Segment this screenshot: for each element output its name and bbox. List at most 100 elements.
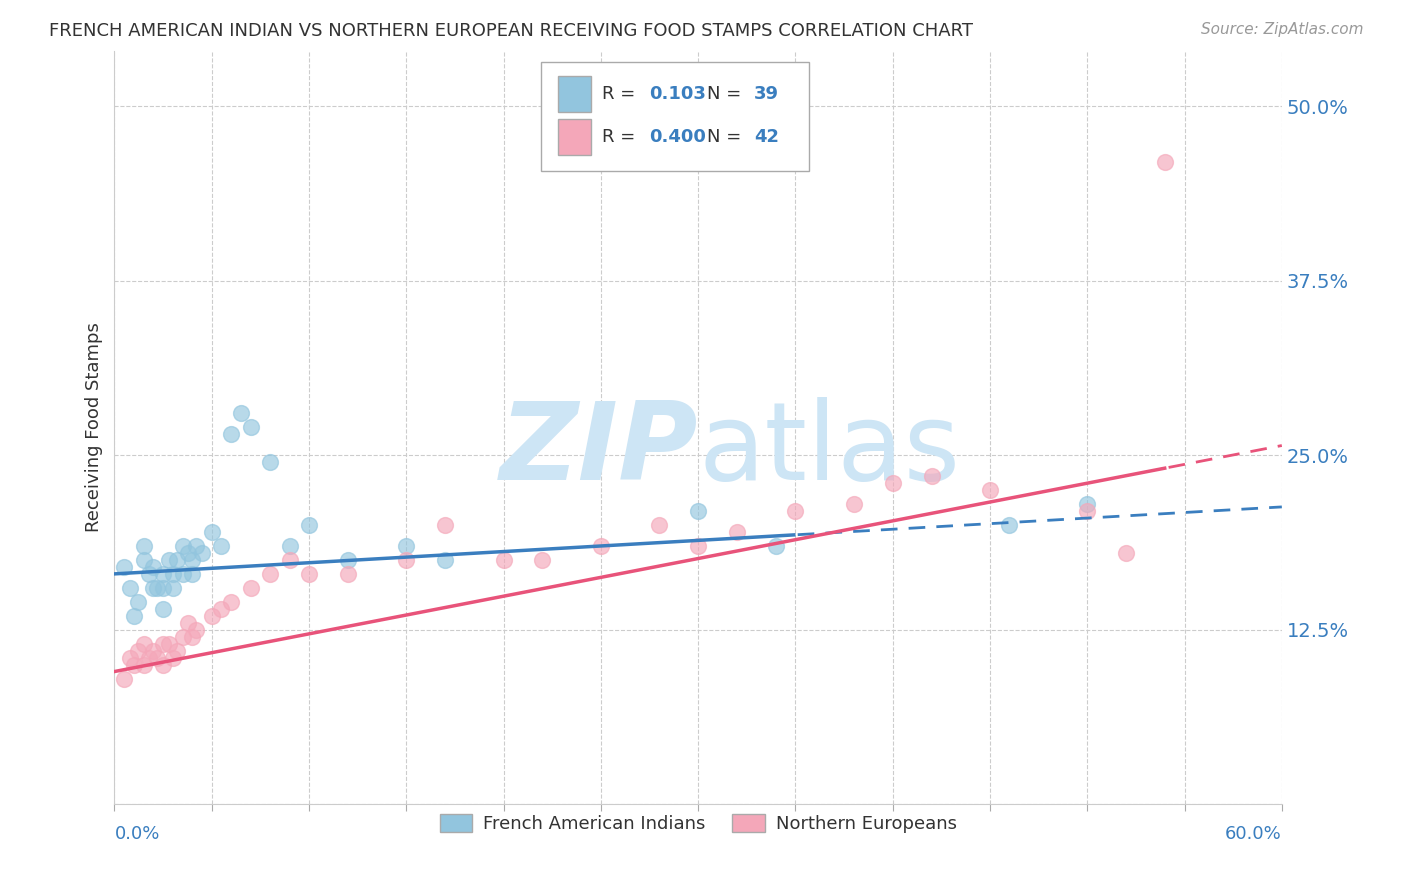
Text: FRENCH AMERICAN INDIAN VS NORTHERN EUROPEAN RECEIVING FOOD STAMPS CORRELATION CH: FRENCH AMERICAN INDIAN VS NORTHERN EUROP… (49, 22, 973, 40)
Point (152, 581, 174, 595)
Text: N =: N = (707, 128, 748, 146)
Point (434, 518, 457, 533)
Point (152, 601, 174, 615)
Text: atlas: atlas (699, 397, 960, 503)
FancyBboxPatch shape (558, 120, 591, 155)
Point (181, 630, 204, 644)
Text: 42: 42 (754, 128, 779, 146)
Point (219, 427, 242, 442)
Point (259, 455, 281, 469)
Point (172, 539, 194, 553)
Point (209, 601, 232, 615)
Point (122, 657, 145, 672)
Point (118, 581, 141, 595)
Point (648, 518, 671, 533)
Point (162, 566, 184, 581)
Point (434, 553, 457, 567)
Point (184, 539, 207, 553)
Legend: French American Indians, Northern Europeans: French American Indians, Northern Europe… (432, 807, 965, 840)
Point (259, 566, 281, 581)
Point (152, 566, 174, 581)
Point (172, 630, 194, 644)
Point (589, 539, 612, 553)
Point (336, 566, 359, 581)
Point (146, 650, 169, 665)
Point (138, 650, 160, 665)
Point (184, 623, 207, 637)
Text: 39: 39 (754, 86, 779, 103)
Point (157, 553, 180, 567)
Point (842, 497, 865, 511)
Point (278, 539, 301, 553)
Y-axis label: Receiving Food Stamps: Receiving Food Stamps (86, 322, 103, 533)
Point (688, 539, 710, 553)
Point (132, 657, 155, 672)
Point (132, 539, 155, 553)
Point (146, 581, 169, 595)
Text: 0.400: 0.400 (650, 128, 706, 146)
Text: 60.0%: 60.0% (1225, 825, 1282, 843)
Text: R =: R = (602, 86, 641, 103)
Point (157, 637, 180, 651)
Point (219, 595, 242, 609)
Point (122, 608, 145, 623)
Point (395, 553, 418, 567)
Point (127, 643, 149, 657)
Point (239, 420, 262, 434)
Point (298, 566, 321, 581)
Point (785, 504, 807, 518)
Point (531, 553, 554, 567)
Point (1115, 546, 1137, 560)
Point (336, 553, 359, 567)
Text: R =: R = (602, 128, 641, 146)
Point (127, 595, 149, 609)
Point (1076, 497, 1098, 511)
Point (278, 553, 301, 567)
FancyBboxPatch shape (540, 62, 808, 171)
Point (172, 566, 194, 581)
Text: 0.0%: 0.0% (114, 825, 160, 843)
Text: 0.103: 0.103 (650, 86, 706, 103)
Point (166, 643, 188, 657)
Point (725, 524, 748, 539)
Point (142, 581, 165, 595)
Point (162, 650, 184, 665)
Point (765, 539, 787, 553)
Point (177, 546, 200, 560)
FancyBboxPatch shape (558, 77, 591, 112)
Point (921, 469, 943, 483)
Point (1076, 504, 1098, 518)
Point (132, 637, 155, 651)
Point (177, 615, 200, 630)
Point (118, 650, 141, 665)
Point (201, 608, 224, 623)
Point (112, 672, 135, 686)
Text: N =: N = (707, 86, 748, 103)
Point (298, 518, 321, 533)
Point (395, 539, 418, 553)
Point (979, 483, 1001, 498)
Point (181, 553, 204, 567)
Point (209, 539, 232, 553)
Point (152, 657, 174, 672)
Point (152, 637, 174, 651)
Text: ZIP: ZIP (499, 397, 699, 503)
Point (142, 560, 165, 574)
Text: Source: ZipAtlas.com: Source: ZipAtlas.com (1201, 22, 1364, 37)
Point (162, 581, 184, 595)
Point (201, 524, 224, 539)
Point (138, 566, 160, 581)
Point (688, 504, 710, 518)
Point (112, 560, 135, 574)
Point (132, 553, 155, 567)
Point (998, 518, 1021, 533)
Point (882, 476, 904, 491)
Point (181, 566, 204, 581)
Point (492, 553, 515, 567)
Point (229, 406, 252, 420)
Point (142, 643, 165, 657)
Point (239, 581, 262, 595)
Point (191, 546, 214, 560)
Point (166, 553, 188, 567)
Point (1154, 155, 1177, 169)
